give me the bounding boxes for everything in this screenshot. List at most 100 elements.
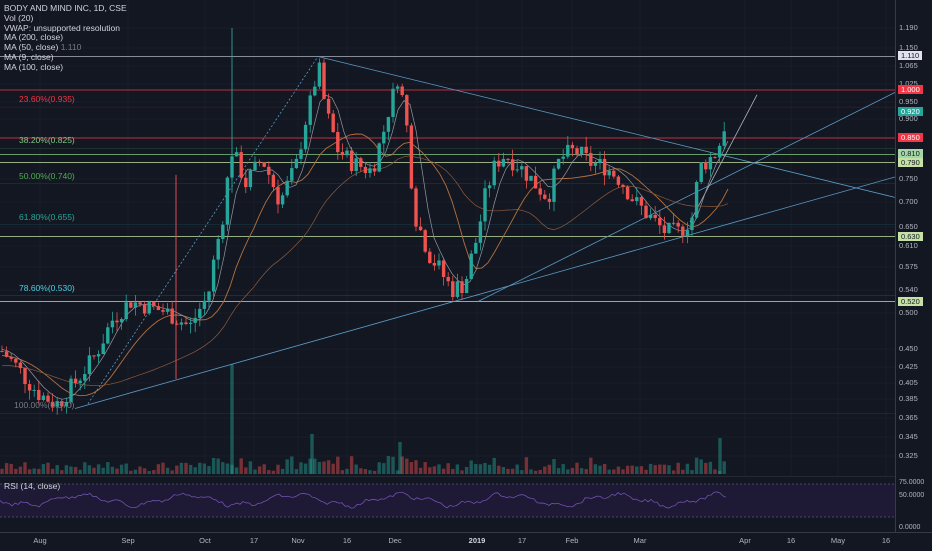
candle-body: [101, 343, 105, 355]
rsi-band: [0, 484, 895, 517]
time-tick: Aug: [33, 536, 47, 545]
price-tick: 0.450: [899, 344, 918, 353]
volume-bar: [529, 469, 533, 474]
volume-bar: [543, 466, 547, 474]
volume-bar: [451, 468, 455, 474]
volume-bar: [138, 466, 142, 474]
fib-label: 61.80%(0.655): [19, 211, 75, 222]
candle-body: [681, 226, 685, 236]
price-axis[interactable]: 1.190 1.150 1.065 1.025 0.950 0.900 0.850 0.750…: [895, 0, 932, 532]
candle-body: [561, 156, 565, 159]
volume-bar: [644, 469, 648, 474]
candle-body: [110, 320, 115, 328]
volume-bar: [308, 458, 312, 474]
legend-title: BODY AND MIND INC, 1D, CSE: [4, 3, 127, 13]
candle-body: [372, 168, 377, 172]
candle-body: [538, 188, 542, 195]
candle-body: [368, 168, 372, 174]
candle-body: [446, 276, 450, 282]
time-tick: 16: [881, 536, 891, 545]
price-chart[interactable]: [0, 0, 895, 476]
candle-body: [662, 225, 667, 234]
price-tick: 1.150: [899, 43, 918, 52]
volume-bar: [708, 461, 713, 474]
candle-body: [418, 226, 423, 231]
candle-body: [175, 323, 179, 325]
candle-body: [64, 401, 69, 407]
price-tick: 0.610: [899, 241, 918, 250]
time-tick: Feb: [565, 536, 579, 545]
candle-body: [46, 395, 50, 402]
candle-body: [345, 150, 349, 156]
candle-body: [506, 158, 510, 160]
price-badge: 0.630: [898, 231, 923, 241]
trendline: [87, 56, 319, 404]
candle-body: [354, 158, 358, 171]
candle-body: [290, 168, 294, 181]
volume-bar: [694, 457, 699, 474]
volume-bar: [575, 462, 579, 474]
volume-bar: [395, 470, 400, 474]
volume-bar: [690, 470, 694, 474]
price-tick: 0.325: [899, 451, 918, 460]
volume-bar: [336, 456, 340, 474]
candle-body: [294, 158, 299, 169]
candle-body: [198, 308, 202, 318]
candle-body: [515, 169, 519, 171]
volume-bar: [184, 462, 188, 474]
candle-body: [60, 401, 64, 407]
candle-body: [653, 214, 657, 218]
volume-bar: [152, 470, 156, 474]
candle-body: [460, 281, 464, 294]
candle-body: [50, 401, 55, 407]
volume-bar: [501, 466, 506, 474]
volume-bar: [552, 459, 556, 474]
candle-body: [170, 308, 174, 324]
volume-bar: [405, 458, 409, 474]
volume-bar: [464, 466, 469, 474]
price-tick: 0.575: [899, 262, 918, 271]
time-axis[interactable]: Aug Sep Oct 17 Nov 16 Dec 2019 17 Feb Mar Apr 16 May 1…: [0, 532, 932, 551]
volume-bar: [198, 462, 202, 474]
trendlines: [74, 56, 895, 409]
volume-bar: [515, 464, 519, 474]
volume-bar: [676, 462, 680, 474]
volume-bar: [382, 463, 386, 474]
volume-bar: [0, 468, 4, 474]
volume-bar: [299, 462, 303, 474]
volume-bar: [317, 461, 322, 474]
volume-bar: [630, 465, 634, 474]
time-tick: Nov: [291, 536, 305, 545]
volume-bar: [593, 464, 598, 474]
volume-bar: [671, 470, 676, 474]
volume-bar: [345, 468, 349, 474]
price-tick: 0.500: [899, 308, 918, 317]
candle-body: [722, 131, 726, 146]
trendline: [689, 94, 758, 223]
volume-bar: [681, 469, 685, 474]
candle-body: [234, 152, 239, 157]
candle-body: [589, 153, 593, 166]
volume-bar: [161, 462, 165, 474]
price-tick: 0.650: [899, 222, 918, 231]
volume-bar: [32, 468, 36, 474]
price-tick: 1.025: [899, 79, 918, 88]
candle-body: [83, 374, 87, 381]
candle-body: [23, 368, 27, 385]
candle-body: [142, 304, 147, 314]
candle-body: [469, 253, 473, 279]
candle-body: [188, 322, 193, 324]
price-badge: 0.810: [898, 149, 923, 159]
rsi-pane[interactable]: [0, 476, 895, 532]
candle-body: [119, 319, 124, 323]
price-tick: 0.700: [899, 197, 918, 206]
volume-bar: [262, 464, 266, 474]
volume-bar: [244, 467, 248, 474]
candle-body: [704, 162, 708, 170]
candle-body: [478, 221, 483, 243]
candle-body: [644, 205, 648, 219]
volume-bar: [533, 470, 538, 474]
candle-body: [699, 162, 703, 182]
candle-body: [464, 278, 469, 294]
legend-ma200: MA (200, close): [4, 32, 64, 43]
